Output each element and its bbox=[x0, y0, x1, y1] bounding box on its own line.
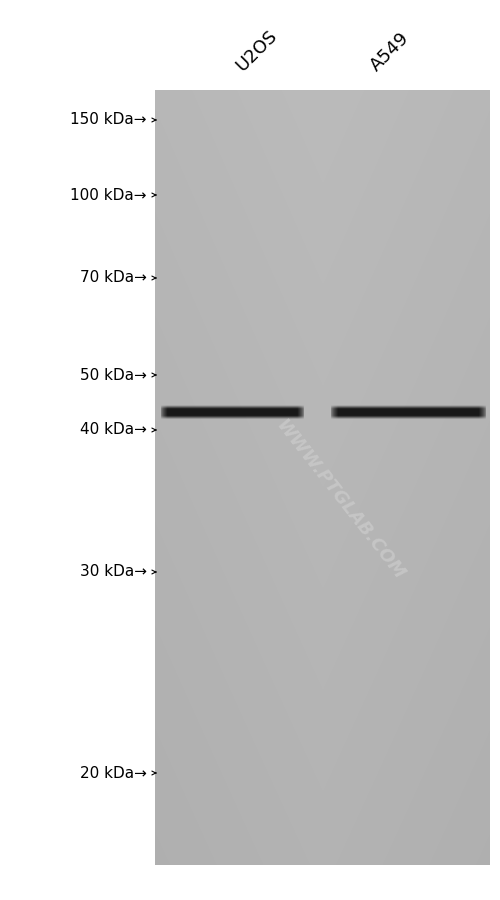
Text: 150 kDa→: 150 kDa→ bbox=[70, 112, 147, 128]
Text: WWW.PTGLAB.COM: WWW.PTGLAB.COM bbox=[272, 417, 408, 583]
Bar bbox=[490, 0, 500, 900]
Text: 50 kDa→: 50 kDa→ bbox=[80, 367, 147, 382]
Text: 100 kDa→: 100 kDa→ bbox=[70, 187, 147, 202]
Text: 20 kDa→: 20 kDa→ bbox=[80, 766, 147, 780]
Bar bbox=[0, 0, 155, 900]
Bar bbox=[155, 865, 490, 900]
Bar bbox=[155, 0, 490, 90]
Text: 40 kDa→: 40 kDa→ bbox=[80, 422, 147, 437]
Text: U2OS: U2OS bbox=[232, 27, 280, 75]
Text: A549: A549 bbox=[368, 29, 413, 75]
Text: 70 kDa→: 70 kDa→ bbox=[80, 271, 147, 285]
Text: 30 kDa→: 30 kDa→ bbox=[80, 564, 147, 580]
